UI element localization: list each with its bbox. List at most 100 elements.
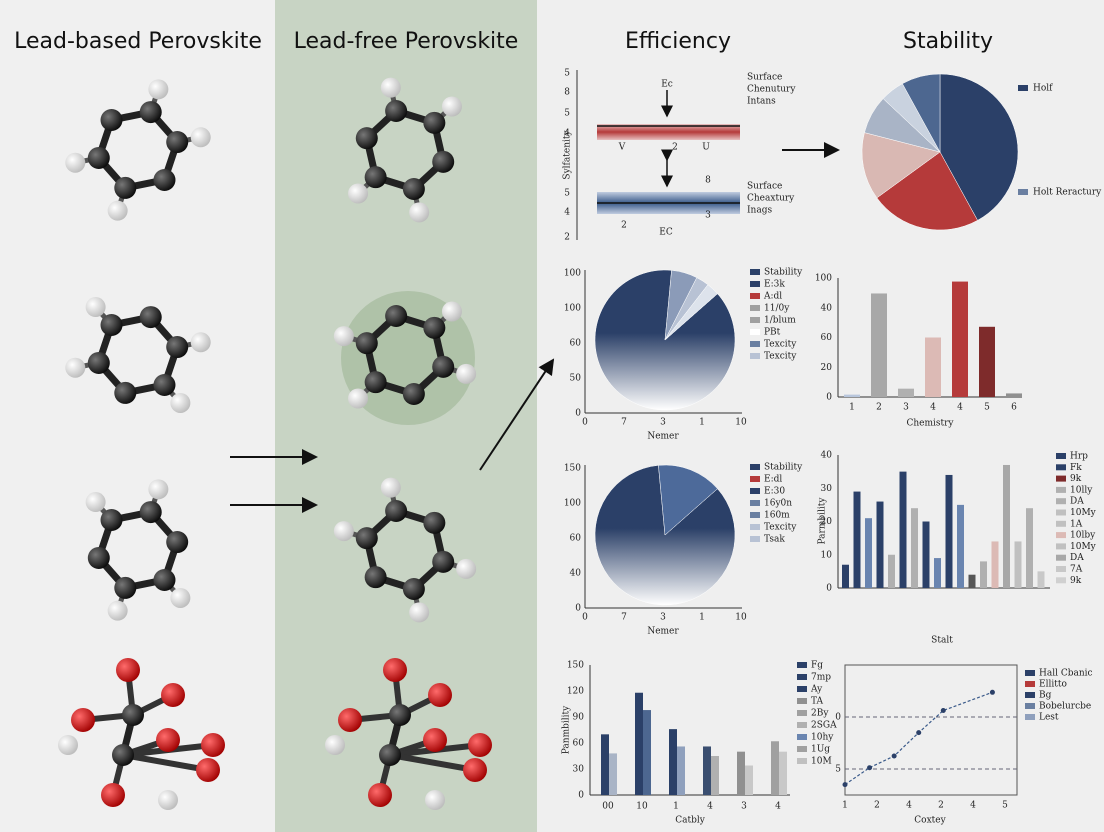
c-atom: [423, 511, 446, 534]
legend-label: Texcity: [764, 352, 797, 362]
legend-swatch: [1056, 453, 1066, 459]
bar: [1026, 508, 1033, 588]
h-atom: [107, 600, 128, 621]
legend-swatch: [1056, 509, 1066, 516]
c-atom: [423, 316, 446, 339]
y-tick-label: 0: [575, 409, 581, 419]
bar: [925, 337, 941, 397]
legend-swatch: [1025, 670, 1035, 676]
y-tick-label: 2: [564, 233, 570, 243]
y-tick-label: 20: [821, 363, 833, 373]
legend-swatch: [797, 662, 807, 668]
x-tick-label: 1: [842, 801, 848, 811]
note: Cheaxtury: [747, 194, 795, 204]
label: Ec: [661, 80, 673, 90]
bar: [934, 558, 941, 588]
x-tick-label: 0: [582, 613, 588, 623]
legend-label: 10M: [811, 757, 832, 767]
legend-swatch: [750, 281, 760, 287]
x-tick-label: 1: [699, 418, 705, 428]
legend-label: Lest: [1039, 713, 1059, 723]
h-atom: [380, 77, 401, 98]
legend-label: Hrp: [1070, 452, 1088, 462]
h-atom: [348, 183, 369, 204]
point: [940, 708, 946, 713]
legend-swatch: [750, 500, 760, 506]
legend-swatch: [750, 317, 760, 323]
x-tick-label: 4: [930, 403, 936, 413]
bar: [1003, 464, 1010, 588]
h-atom: [348, 388, 369, 409]
legend-label: E:dl: [764, 475, 782, 485]
c-atom: [87, 351, 110, 374]
legend-swatch: [1056, 577, 1066, 584]
x-tick-label: 3: [660, 418, 666, 428]
o-atom: [161, 683, 185, 707]
legend-label: 11/0y: [764, 304, 790, 314]
y-tick-label: 5: [564, 189, 570, 199]
h-atom: [456, 558, 477, 579]
legend-swatch: [797, 722, 807, 728]
legend-swatch: [1056, 532, 1066, 539]
c-atom: [379, 744, 401, 766]
c-atom: [153, 568, 176, 591]
c-atom: [100, 509, 123, 532]
bar: [703, 746, 711, 795]
legend-label: Fg: [811, 661, 823, 671]
legend-label: Stability: [764, 463, 803, 473]
bar: [898, 388, 914, 397]
h-atom: [456, 363, 477, 384]
legend-label: 9k: [1070, 474, 1082, 484]
c-atom: [100, 314, 123, 337]
header: Lead-based Perovskite: [14, 29, 262, 54]
legend-label: 160m: [764, 511, 790, 521]
c-atom: [389, 704, 411, 726]
legend-label: Texcity: [764, 523, 797, 533]
x-tick-label: 3: [741, 802, 747, 812]
o-atom: [71, 708, 95, 732]
c-atom: [385, 499, 408, 522]
legend-swatch: [750, 488, 760, 494]
legend-swatch: [750, 341, 760, 347]
legend-label: 2SGA: [811, 721, 837, 731]
legend-label: TA: [811, 697, 824, 707]
x-tick-label: 3: [660, 613, 666, 623]
x-tick-label: 0: [582, 418, 588, 428]
axis-title: Panmbility: [562, 705, 572, 754]
o-atom: [463, 758, 487, 782]
pie-slice: [876, 151, 978, 231]
label: 2: [621, 221, 627, 231]
h-atom: [58, 735, 78, 755]
bar: [1037, 571, 1045, 588]
header: Efficiency: [625, 29, 731, 54]
legend-label: E:3k: [764, 280, 785, 290]
x-tick-label: 6: [1011, 403, 1017, 413]
y-tick-label: 50: [570, 374, 582, 384]
c-atom: [402, 578, 425, 601]
y-tick-label: 150: [564, 464, 581, 474]
c-atom: [139, 306, 162, 329]
c-atom: [166, 336, 189, 359]
y-tick-label: 60: [821, 333, 833, 343]
x-tick-label: 3: [903, 403, 909, 413]
y-tick-label: 0: [826, 393, 832, 403]
pie-slice: [902, 73, 941, 153]
axis-title: Sylfatenity: [563, 130, 573, 180]
legend-label: Texcity: [764, 340, 797, 350]
legend-label: 10lly: [1070, 485, 1093, 495]
h-atom: [158, 790, 178, 810]
bond: [122, 752, 209, 773]
bar: [968, 574, 976, 588]
c-atom: [87, 546, 110, 569]
legend-label: Holf: [1033, 84, 1053, 94]
legend-label: Bg: [1039, 691, 1052, 701]
pie-slice: [664, 284, 718, 341]
y-tick-label: 100: [815, 274, 832, 284]
axis-title: Chemistry: [906, 419, 954, 429]
c-atom: [153, 373, 176, 396]
legend-label: 2By: [811, 709, 829, 719]
legend-swatch: [797, 698, 807, 704]
h-atom: [65, 152, 86, 173]
y-tick-label: 40: [821, 303, 833, 313]
y-tick-label: 0: [578, 791, 584, 801]
